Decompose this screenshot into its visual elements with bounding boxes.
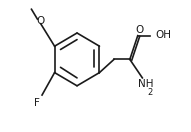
Text: O: O [136,25,144,35]
Text: F: F [35,98,40,108]
Text: O: O [37,16,45,26]
Text: 2: 2 [148,88,153,97]
Text: OH: OH [155,30,172,40]
Text: NH: NH [138,79,153,89]
